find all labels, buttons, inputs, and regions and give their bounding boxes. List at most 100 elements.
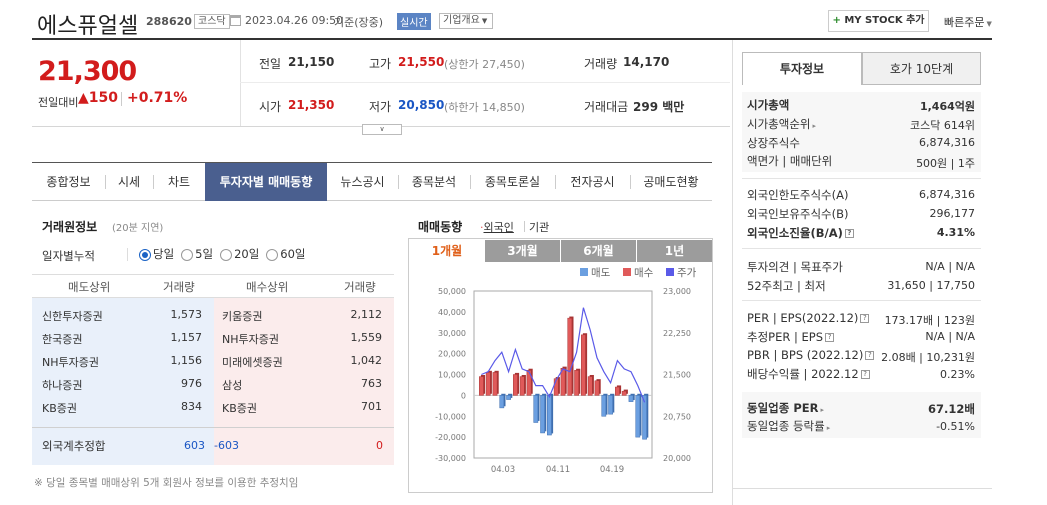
buy-bar — [519, 376, 525, 396]
quick-order-button[interactable]: 빠른주문 ▼ — [944, 16, 992, 29]
period-tab-2[interactable]: 3개월 — [484, 240, 560, 262]
period-option-1[interactable]: 당일 — [139, 247, 174, 261]
market-cap-rank: 코스닥 614위 — [910, 119, 975, 132]
current-price: 21,300 — [38, 56, 137, 87]
market-badge: 코스닥 — [194, 14, 230, 29]
help-icon[interactable]: ? — [844, 229, 854, 238]
broker-buy-name: 미래에셋증권 — [222, 356, 283, 369]
tab-orderbook[interactable]: 호가 10단계 — [862, 52, 981, 85]
market-cap-label: 시가총액 — [747, 98, 790, 112]
left-axis-tick: 0 — [461, 391, 466, 400]
buy-bar — [492, 372, 498, 396]
period-option-3[interactable]: 20일 — [220, 247, 259, 261]
trader-footnote: ※ 당일 종목별 매매상위 5개 회원사 정보를 이용한 추정치임 — [34, 477, 299, 489]
sell-bar — [601, 395, 607, 417]
open-label: 시가 — [259, 100, 282, 114]
plus-icon: + — [832, 15, 841, 26]
broker-sell-name: 신한투자증권 — [42, 310, 103, 323]
legend-swatch — [580, 268, 588, 276]
help-icon[interactable]: ? — [865, 351, 875, 360]
my-stock-button[interactable]: + MY STOCK 추가 — [828, 10, 929, 32]
foreign-net-total: -603 — [214, 439, 239, 452]
buy-bar — [485, 372, 491, 396]
quote-basis: 기준(장중) — [334, 16, 384, 29]
chevron-down-icon: ▼ — [986, 20, 992, 28]
sell-bar — [506, 395, 511, 400]
period-tab-1[interactable]: 1개월 — [409, 240, 485, 262]
per-label: PER | EPS(2022.12)? — [747, 311, 870, 325]
tab-9[interactable]: 공매도현황 — [643, 175, 699, 189]
sector-rate: -0.51% — [936, 420, 975, 433]
left-axis-tick: -10,000 — [435, 412, 466, 421]
sector-block-bg — [742, 392, 981, 438]
sell-bar — [540, 395, 545, 434]
sector-per-label[interactable]: 동일업종 PER ▸ — [747, 401, 824, 415]
opinion: N/A | N/A — [925, 260, 975, 273]
foreign-hold: 296,177 — [929, 207, 976, 220]
x-axis-tick: 04.11 — [546, 465, 570, 475]
tab-6[interactable]: 종목분석 — [411, 175, 457, 189]
tab-8[interactable]: 전자공시 — [570, 175, 615, 189]
period-option-4[interactable]: 60일 — [266, 247, 306, 261]
sell-bar — [642, 395, 647, 440]
radio-icon — [181, 248, 194, 261]
realtime-badge[interactable]: 실시간 — [397, 13, 431, 30]
sector-rate-label[interactable]: 동일업종 등락률 ▸ — [747, 419, 831, 433]
x-axis-tick: 04.19 — [600, 465, 624, 475]
expand-toggle-button[interactable]: ∨ — [362, 124, 402, 135]
buy-bar — [621, 390, 627, 396]
period-tab-3[interactable]: 6개월 — [560, 240, 636, 262]
broker-buy-volume: 701 — [361, 400, 382, 413]
buy-bar — [560, 367, 566, 396]
right-axis-tick: 21,500 — [663, 371, 691, 380]
volume-label: 거래량 — [584, 57, 618, 71]
tab-4[interactable]: 투자자별 매매동향 — [205, 163, 327, 201]
left-axis-tick: -30,000 — [435, 454, 466, 463]
tab-investment-info[interactable]: 투자정보 — [742, 52, 862, 85]
sell-bar — [608, 395, 613, 415]
broker-sell-name: 하나증권 — [42, 379, 83, 392]
calendar-icon — [230, 15, 241, 26]
tab-1[interactable]: 종합정보 — [46, 175, 91, 189]
buy-bar — [581, 334, 586, 396]
tab-3[interactable]: 차트 — [167, 175, 191, 189]
prev-close: 21,150 — [288, 55, 335, 69]
tab-5[interactable]: 뉴스공시 — [340, 175, 385, 189]
market-cap-rank-label[interactable]: 시가총액순위 ▸ — [747, 117, 816, 131]
help-icon[interactable]: ? — [860, 314, 870, 323]
help-icon[interactable]: ? — [860, 370, 870, 379]
radio-icon — [139, 248, 151, 261]
period-option-2[interactable]: 5일 — [181, 247, 213, 261]
low-price: 20,850 — [398, 98, 445, 112]
broker-sell-volume: 1,573 — [170, 308, 203, 321]
tab-2[interactable]: 시세 — [117, 175, 141, 189]
face-value-label: 액면가 | 매매단위 — [747, 154, 833, 168]
caret-right-icon: ▸ — [826, 424, 831, 432]
broker-buy-name: 키움증권 — [222, 310, 263, 323]
dividend-label: 배당수익률 | 2022.12? — [747, 366, 870, 382]
flow-option-foreign[interactable]: ·외국인 — [480, 221, 514, 234]
flow-option-institution[interactable]: 기관 — [529, 221, 550, 234]
right-axis-tick: 20,750 — [663, 412, 691, 421]
period-tab-4[interactable]: 1년 — [636, 240, 712, 262]
chevron-down-icon: ▼ — [481, 17, 488, 25]
legend-swatch — [623, 268, 631, 276]
foreign-sell-total: 603 — [184, 439, 205, 452]
stock-code: 288620 — [146, 15, 192, 28]
amount-label: 거래대금 — [584, 100, 629, 114]
broker-buy-name: 삼성 — [222, 379, 243, 392]
left-axis-tick: 50,000 — [438, 287, 466, 296]
buy-bar — [567, 317, 573, 396]
tab-7[interactable]: 종목토론실 — [484, 175, 541, 189]
chevron-down-icon: ∨ — [379, 125, 385, 133]
caret-right-icon: ▸ — [812, 122, 816, 130]
right-axis-tick: 20,000 — [663, 454, 691, 463]
trade-amount: 299 백만 — [633, 100, 685, 114]
company-overview-button[interactable]: 기업개요 ▼ — [439, 13, 493, 29]
left-axis-tick: 20,000 — [438, 350, 466, 359]
low-label: 저가 — [369, 100, 392, 114]
volume: 14,170 — [623, 55, 670, 69]
help-icon[interactable]: ? — [825, 333, 835, 342]
est-per-label: 추정PER | EPS? — [747, 329, 835, 345]
sell-top-header: 매도상위 — [68, 280, 111, 294]
